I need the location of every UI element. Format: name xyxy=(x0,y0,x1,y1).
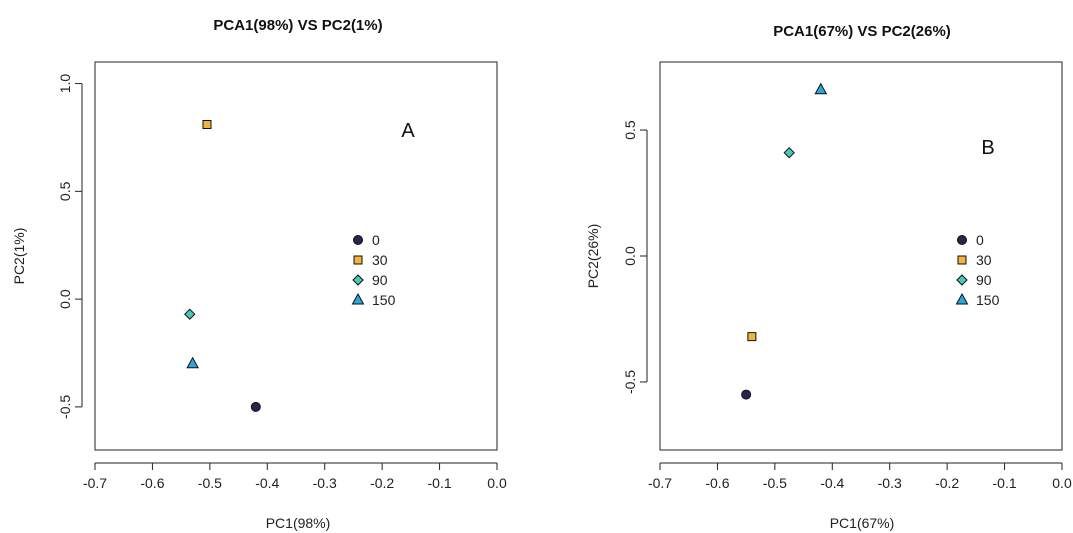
chart-title: PCA1(67%) VS PC2(26%) xyxy=(773,23,951,40)
data-point xyxy=(814,82,828,95)
x-tick-label: -0.3 xyxy=(313,475,337,491)
chart-title: PCA1(98%) VS PC2(1%) xyxy=(213,17,382,34)
data-point xyxy=(184,308,196,320)
y-tick-label: 0.5 xyxy=(57,181,73,201)
x-tick-label: -0.6 xyxy=(705,475,729,491)
chart-panel-b: PCA1(67%) VS PC2(26%) -0.7 -0.6 -0.5 -0.4 -0… xyxy=(585,23,1072,531)
data-point xyxy=(250,401,261,412)
legend-symbol xyxy=(352,274,364,286)
x-tick-label: -0.5 xyxy=(198,475,222,491)
legend-label: 150 xyxy=(372,292,396,308)
y-tick-label: 0.0 xyxy=(622,246,638,266)
legend-label: 0 xyxy=(976,232,984,248)
x-tick-label: -0.7 xyxy=(648,475,672,491)
x-axis: -0.7 -0.6 -0.5 -0.4 -0.3 -0.2 -0.1 0.0 xyxy=(83,462,507,491)
y-tick-label: 1.0 xyxy=(57,74,73,94)
x-tick-label: -0.3 xyxy=(878,475,902,491)
data-points xyxy=(184,120,261,412)
data-point xyxy=(747,332,757,342)
y-tick-label: -0.5 xyxy=(622,370,638,394)
plot-frame xyxy=(659,61,1063,451)
x-tick-label: -0.4 xyxy=(255,475,279,491)
chart-panel-a: PCA1(98%) VS PC2(1%) -0.7 -0.6 -0.5 -0.4 -0.… xyxy=(11,17,507,531)
legend-symbol xyxy=(955,292,969,305)
x-axis: -0.7 -0.6 -0.5 -0.4 -0.3 -0.2 -0.1 0.0 xyxy=(648,462,1072,491)
data-point xyxy=(202,120,212,130)
legend: 0 30 90 150 xyxy=(351,232,396,308)
y-axis-label: PC2(26%) xyxy=(585,224,601,289)
x-tick-label: -0.2 xyxy=(370,475,394,491)
legend-symbol xyxy=(353,255,363,265)
legend-symbol xyxy=(957,255,967,265)
x-tick-label: -0.7 xyxy=(83,475,107,491)
x-tick-label: -0.6 xyxy=(140,475,164,491)
y-tick-label: -0.5 xyxy=(57,395,73,419)
legend-label: 90 xyxy=(372,272,388,288)
legend-label: 0 xyxy=(372,232,380,248)
legend-label: 90 xyxy=(976,272,992,288)
legend-label: 150 xyxy=(976,292,1000,308)
x-tick-label: 0.0 xyxy=(487,475,507,491)
data-points xyxy=(741,82,828,400)
x-tick-label: -0.1 xyxy=(428,475,452,491)
legend-symbol xyxy=(957,235,967,245)
legend-symbol xyxy=(353,235,363,245)
x-axis-label: PC1(67%) xyxy=(830,515,895,531)
x-axis-label: PC1(98%) xyxy=(266,515,331,531)
legend: 0 30 90 150 xyxy=(955,232,1000,308)
x-tick-label: 0.0 xyxy=(1052,475,1072,491)
legend-symbol xyxy=(956,274,968,286)
x-tick-label: -0.4 xyxy=(820,475,844,491)
data-point xyxy=(186,356,199,369)
data-point xyxy=(741,389,752,400)
panel-label: B xyxy=(981,137,994,159)
x-tick-label: -0.1 xyxy=(993,475,1017,491)
panel-label: A xyxy=(401,120,415,142)
y-axis: -0.5 0.0 0.5 xyxy=(622,120,648,394)
data-point xyxy=(783,146,795,159)
y-axis-label: PC2(1%) xyxy=(11,228,27,285)
legend-symbol xyxy=(351,292,365,305)
legend-label: 30 xyxy=(372,252,388,268)
x-tick-label: -0.5 xyxy=(763,475,787,491)
plot-frame xyxy=(94,61,498,451)
x-tick-label: -0.2 xyxy=(935,475,959,491)
legend-label: 30 xyxy=(976,252,992,268)
y-tick-label: 0.5 xyxy=(622,120,638,140)
y-tick-label: 0.0 xyxy=(57,289,73,309)
y-axis: -0.5 0.0 0.5 1.0 xyxy=(57,74,83,419)
